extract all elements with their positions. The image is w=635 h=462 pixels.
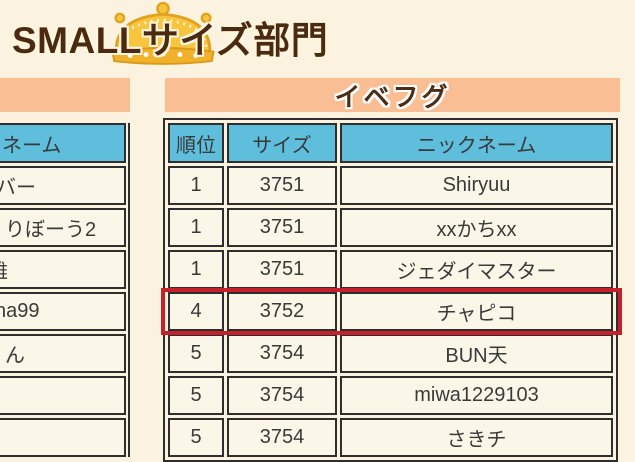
table-row: 1 3751 Shiryuu	[168, 166, 613, 205]
size-cell: 3751	[227, 250, 337, 289]
table-header-row: 順位 サイズ ニックネーム	[168, 123, 613, 163]
left-nickname-fragment: 雄	[0, 255, 8, 284]
nickname-cell: チャピコ	[340, 292, 613, 331]
left-column-header: ネーム	[0, 123, 126, 163]
left-table-row: na99	[0, 292, 126, 331]
size-cell: 3751	[227, 166, 337, 205]
section-banner-label: イベフグ	[334, 81, 451, 112]
nickname-cell: さきチ	[340, 418, 613, 457]
left-table-row: 雄	[0, 250, 126, 289]
table-row: 5 3754 さきチ	[168, 418, 613, 457]
column-header: サイズ	[227, 123, 337, 163]
left-table-row: ん	[0, 334, 126, 373]
page-title: SMALLサイズ部門	[12, 20, 329, 61]
nickname-cell: miwa1229103	[340, 376, 613, 415]
size-cell: 3754	[227, 334, 337, 373]
left-nickname-fragment: na99	[0, 300, 40, 322]
rank-cell: 1	[168, 166, 224, 205]
size-cell: 3751	[227, 208, 337, 247]
table-row: 5 3754 miwa1229103	[168, 376, 613, 415]
rank-cell: 1	[168, 208, 224, 247]
table-row: 5 3754 BUN天	[168, 334, 613, 373]
table-row: 1 3751 ジェダイマスター	[168, 250, 613, 289]
size-cell: 3754	[227, 376, 337, 415]
nickname-cell: Shiryuu	[340, 166, 613, 205]
left-column-header-label: ネーム	[2, 134, 62, 157]
left-nickname-fragment: りぼーう2	[5, 219, 97, 241]
nickname-cell: xxかちxx	[340, 208, 613, 247]
rank-cell: 5	[168, 334, 224, 373]
size-cell: 3752	[227, 292, 337, 331]
rank-cell: 4	[168, 292, 224, 331]
table-row: 4 3752 チャピコ	[168, 292, 613, 331]
ranking-section: イベフグ 順位 サイズ ニックネーム 1 3751 Shiryuu 1 3751 xxかちxx…	[161, 78, 622, 462]
rank-cell: 5	[168, 418, 224, 457]
left-table-row	[0, 376, 126, 415]
column-header: ニックネーム	[340, 123, 613, 163]
section-banner: イベフグ	[165, 78, 620, 112]
left-table-row: りぼーう2	[0, 208, 126, 247]
nickname-cell: BUN天	[340, 334, 613, 373]
left-nickname-fragment: ん	[5, 345, 25, 367]
rank-cell: 5	[168, 376, 224, 415]
left-table-row: バー	[0, 166, 126, 205]
left-table-row	[0, 418, 126, 457]
table-row: 1 3751 xxかちxx	[168, 208, 613, 247]
nickname-cell: ジェダイマスター	[340, 250, 613, 289]
crown-icon	[111, 1, 215, 65]
size-cell: 3754	[227, 418, 337, 457]
left-nickname-fragment: バー	[0, 177, 36, 199]
left-section-banner	[0, 78, 130, 112]
column-header: 順位	[168, 123, 224, 163]
ranking-table: 順位 サイズ ニックネーム 1 3751 Shiryuu 1 3751 xxかちxx 1 3751…	[163, 118, 618, 462]
rank-cell: 1	[168, 250, 224, 289]
page-title-area: SMALLサイズ部門	[0, 0, 360, 72]
